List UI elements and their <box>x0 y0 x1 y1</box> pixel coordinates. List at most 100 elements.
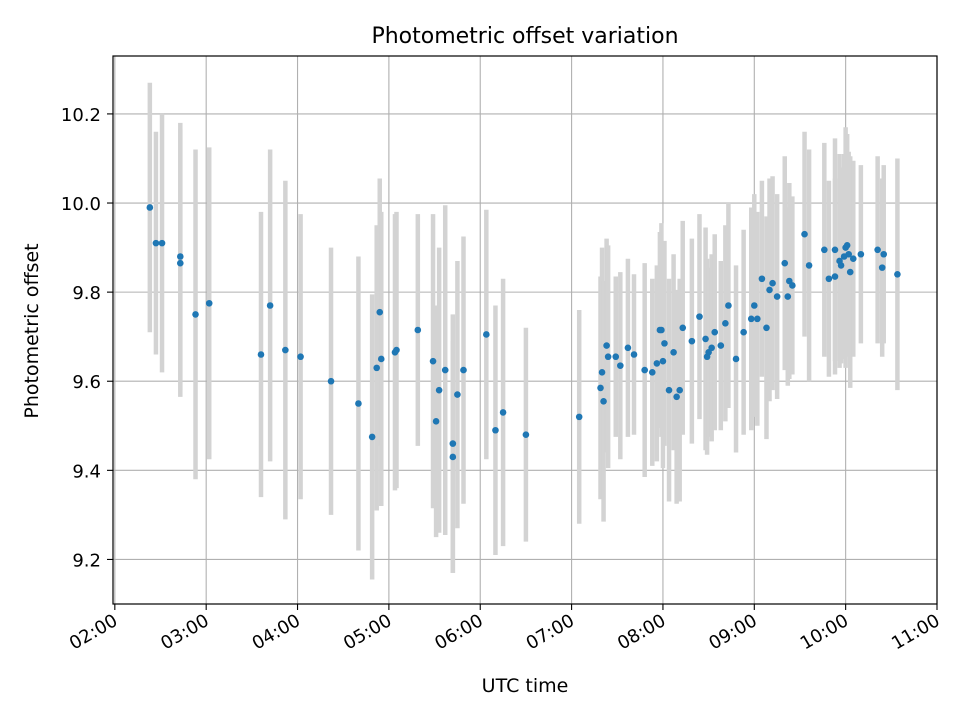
data-point <box>393 346 400 354</box>
data-point <box>717 342 725 349</box>
chart-title: Photometric offset variation <box>371 24 678 49</box>
data-point <box>612 353 620 361</box>
x-axis-label: UTC time <box>482 675 569 697</box>
data-point <box>257 351 265 358</box>
data-point <box>641 366 648 374</box>
data-point <box>376 308 384 316</box>
data-point <box>176 253 184 260</box>
data-point <box>849 255 857 263</box>
data-point <box>696 313 703 320</box>
data-point <box>825 275 833 283</box>
data-point <box>857 250 865 258</box>
data-point <box>831 273 839 280</box>
data-point <box>597 384 604 392</box>
data-point <box>711 328 719 336</box>
data-point <box>355 400 362 407</box>
data-point <box>146 204 154 211</box>
data-point <box>658 326 665 334</box>
data-point <box>805 262 813 269</box>
data-point <box>449 440 457 447</box>
data-point <box>460 366 467 374</box>
data-point <box>708 344 715 352</box>
data-point <box>266 302 274 309</box>
data-point <box>282 346 289 354</box>
data-point <box>152 239 160 247</box>
data-point <box>630 351 638 358</box>
data-point <box>373 364 381 372</box>
data-point <box>483 331 490 338</box>
data-point <box>429 357 437 365</box>
data-point <box>661 340 668 347</box>
y-tick-label: 9.4 <box>72 461 101 482</box>
data-point <box>297 353 304 361</box>
data-point <box>784 293 792 300</box>
data-point <box>648 369 656 376</box>
data-point <box>327 377 335 385</box>
plot-area-frame <box>112 55 938 605</box>
data-point <box>600 397 607 405</box>
data-point <box>845 250 852 258</box>
data-point <box>769 279 776 287</box>
data-point <box>781 259 789 267</box>
data-point <box>758 275 766 283</box>
data-point <box>821 246 828 254</box>
data-point <box>673 393 680 401</box>
data-point <box>205 299 213 307</box>
data-points <box>146 204 901 461</box>
data-point <box>789 282 796 289</box>
data-point <box>688 337 696 345</box>
data-point <box>449 453 457 461</box>
data-point <box>676 386 683 394</box>
data-point <box>659 357 667 365</box>
y-tick-label: 9.2 <box>72 550 101 571</box>
data-point <box>665 386 673 394</box>
data-point <box>454 391 461 398</box>
data-point <box>773 293 781 300</box>
y-tick-label: 10.0 <box>61 194 101 215</box>
data-point <box>732 355 740 363</box>
data-point <box>670 348 677 356</box>
data-point <box>725 302 732 309</box>
data-point <box>874 246 881 254</box>
data-point <box>368 433 376 441</box>
data-point <box>722 320 729 327</box>
data-point <box>831 246 839 254</box>
data-point <box>414 326 422 334</box>
data-point <box>747 315 755 323</box>
data-point <box>598 369 606 376</box>
data-point <box>894 271 901 278</box>
data-point <box>702 335 709 343</box>
y-axis-ticks: 9.2 9.4 9.6 9.8 10.0 10.2 <box>61 105 113 571</box>
y-tick-label: 9.6 <box>72 372 101 393</box>
y-axis-label: Photometric offset <box>21 243 43 418</box>
data-point <box>763 324 770 332</box>
data-point <box>176 259 184 267</box>
y-tick-label: 10.2 <box>61 105 101 126</box>
data-point <box>880 250 888 258</box>
data-point <box>192 311 199 318</box>
data-point <box>522 431 530 438</box>
data-point <box>432 418 440 425</box>
data-point <box>750 302 758 309</box>
data-point <box>679 324 687 332</box>
data-point <box>158 239 166 247</box>
data-point <box>441 366 449 374</box>
data-point <box>604 353 612 361</box>
data-point <box>843 242 851 249</box>
data-point <box>766 286 773 294</box>
data-point <box>603 342 610 349</box>
data-point <box>878 264 886 271</box>
y-tick-label: 9.8 <box>72 283 101 304</box>
data-point <box>499 409 507 416</box>
data-point <box>624 344 632 352</box>
data-point <box>846 268 854 276</box>
data-point <box>653 360 661 367</box>
data-point <box>754 315 761 323</box>
data-point <box>575 413 583 421</box>
data-point <box>801 230 808 238</box>
data-point <box>837 262 845 269</box>
data-point <box>435 386 443 394</box>
data-point <box>740 328 747 336</box>
data-point <box>617 362 624 369</box>
